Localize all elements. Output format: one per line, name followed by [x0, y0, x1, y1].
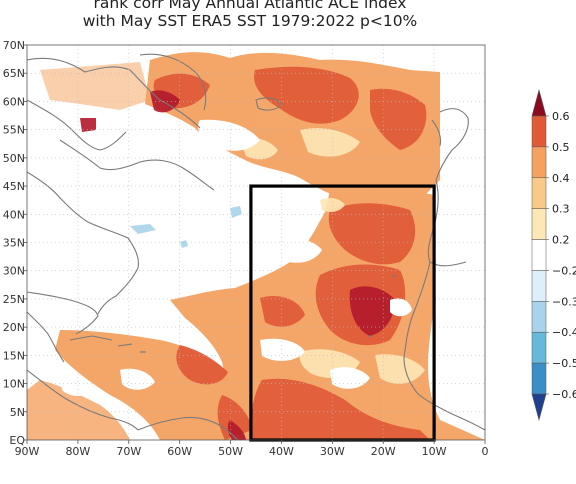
colorbar-tick-label: −0.6 — [552, 388, 576, 401]
lat-tick-label: 50N — [3, 152, 25, 165]
colorbar-segment — [531, 146, 547, 179]
colorbar-extend-top — [531, 88, 547, 117]
colorbar-segment — [531, 331, 547, 364]
colorbar-tick-label: −0.4 — [552, 326, 576, 339]
colorbar-segment — [531, 270, 547, 302]
lat-tick-label: 30N — [3, 265, 25, 278]
lon-tick-label: 30W — [320, 445, 345, 458]
lon-tick-label: 80W — [65, 445, 90, 458]
lat-tick-label: 60N — [3, 95, 25, 108]
lon-tick-label: 90W — [15, 445, 40, 458]
map-gridlines — [27, 45, 485, 440]
lat-tick-label: 5N — [10, 406, 25, 419]
colorbar-tick-label: 0.5 — [552, 141, 570, 154]
colorbar-extend-bottom — [531, 393, 547, 422]
lon-tick-label: 70W — [116, 445, 141, 458]
latitude-axis: EQ 5N 10N 15N 20N 25N 30N 35N 40N 45N 50N 55N 60N 65N… — [3, 39, 27, 447]
colorbar-tick-label: 0.2 — [552, 234, 570, 247]
longitude-axis: 90W 80W 70W 60W 50W 40W 30W 20W 10W 0 — [15, 440, 489, 458]
lat-tick-label: 15N — [3, 349, 25, 362]
lat-tick-label: 35N — [3, 237, 25, 250]
colorbar-segment — [531, 177, 547, 209]
lat-tick-label: 10N — [3, 378, 25, 391]
colorbar-tick-label: −0.2 — [552, 264, 576, 277]
colorbar-tick-label: 0.3 — [552, 203, 570, 216]
colorbar-segment — [531, 301, 547, 333]
coastlines — [27, 53, 485, 440]
lat-tick-label: 55N — [3, 124, 25, 137]
colorbar-tick-label: 0.6 — [552, 110, 570, 123]
colorbar-tick-label: 0.4 — [552, 172, 570, 185]
colorbar-segment — [531, 362, 547, 395]
lon-tick-label: 50W — [218, 445, 243, 458]
colorbar: 0.6 0.5 0.4 0.3 0.2 −0.2 −0.3 −0.4 −0.5 −0.6 — [531, 88, 576, 422]
lat-tick-label: 45N — [3, 180, 25, 193]
lat-tick-label: 65N — [3, 67, 25, 80]
colorbar-segment — [531, 239, 547, 271]
colorbar-segment — [531, 115, 547, 148]
sst-correlation-field — [27, 52, 485, 440]
lon-tick-label: 10W — [422, 445, 447, 458]
lat-tick-label: 70N — [3, 39, 25, 52]
chart-title-line1: rank corr May Annual Atlantic ACE index — [93, 0, 407, 12]
lon-tick-label: 20W — [371, 445, 396, 458]
chart-title-line2: with May SST ERA5 SST 1979:2022 p<10% — [82, 12, 418, 30]
colorbar-tick-label: −0.5 — [552, 357, 576, 370]
colorbar-segment — [531, 208, 547, 240]
lat-tick-label: 20N — [3, 321, 25, 334]
lat-tick-label: EQ — [9, 434, 25, 447]
lon-tick-label: 40W — [269, 445, 294, 458]
lat-tick-label: 40N — [3, 208, 25, 221]
lon-tick-label: 0 — [482, 445, 489, 458]
lon-tick-label: 60W — [167, 445, 192, 458]
lat-tick-label: 25N — [3, 293, 25, 306]
colorbar-tick-label: −0.3 — [552, 295, 576, 308]
